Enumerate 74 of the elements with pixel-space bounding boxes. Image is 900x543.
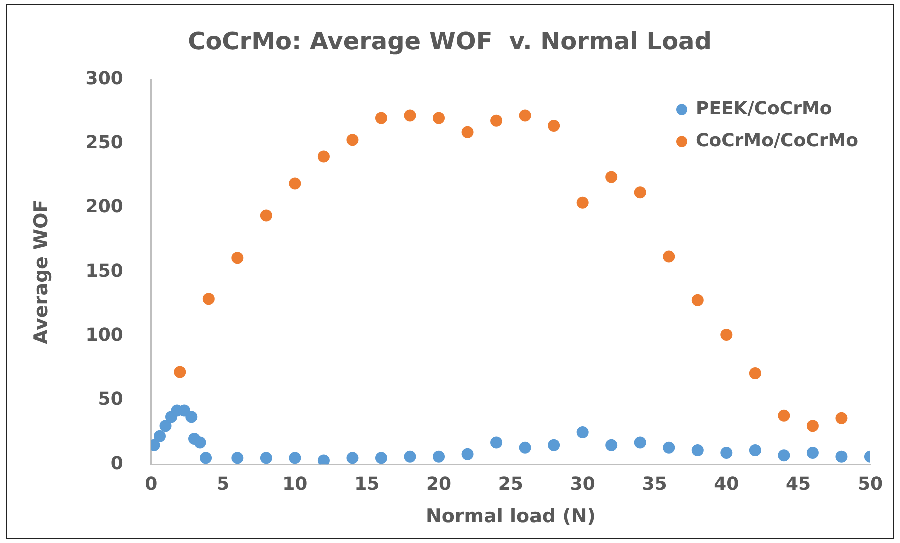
point xyxy=(375,452,388,464)
point xyxy=(634,186,646,199)
x-tick-label: 20 xyxy=(426,474,452,496)
point xyxy=(606,439,618,452)
point xyxy=(663,442,676,454)
x-tick-label: 5 xyxy=(217,474,230,496)
point xyxy=(806,420,819,432)
x-tick-label: 30 xyxy=(570,474,596,496)
point xyxy=(663,250,676,263)
point xyxy=(289,452,302,464)
point xyxy=(375,112,388,124)
point xyxy=(232,452,244,464)
point xyxy=(232,252,244,264)
x-tick-label: 45 xyxy=(786,474,812,496)
point xyxy=(634,436,646,449)
x-tick-label: 50 xyxy=(858,474,884,496)
point xyxy=(490,114,503,127)
point xyxy=(519,442,532,454)
point xyxy=(433,450,446,463)
point xyxy=(606,171,618,184)
legend-label: PEEK/CoCrMo xyxy=(696,98,832,120)
point xyxy=(160,420,172,432)
x-tick-label: 25 xyxy=(498,474,524,496)
point xyxy=(318,150,330,163)
point xyxy=(260,210,272,222)
point xyxy=(490,436,503,449)
point xyxy=(194,436,206,449)
point xyxy=(778,450,790,462)
y-tick-label: 150 xyxy=(86,260,124,282)
point xyxy=(462,126,474,138)
y-tick-label: 300 xyxy=(86,68,124,90)
point xyxy=(186,411,198,424)
point xyxy=(289,178,302,190)
point xyxy=(720,329,733,342)
point xyxy=(806,447,819,460)
chart-title: CoCrMo: Average WOF v. Normal Load xyxy=(188,28,712,56)
point xyxy=(404,450,416,463)
point xyxy=(548,120,560,132)
point xyxy=(346,134,359,146)
point xyxy=(720,447,733,460)
x-tick-label: 0 xyxy=(145,474,158,496)
point xyxy=(260,452,272,464)
point xyxy=(548,439,560,452)
legend-label: CoCrMo/CoCrMo xyxy=(696,130,858,152)
point xyxy=(200,452,212,464)
y-tick-label: 250 xyxy=(86,132,124,154)
point xyxy=(462,448,474,460)
point xyxy=(836,412,848,424)
y-tick-label: 50 xyxy=(98,389,124,410)
point xyxy=(404,110,416,122)
point xyxy=(433,112,446,124)
y-tick-label: 200 xyxy=(86,196,124,218)
point xyxy=(692,444,704,456)
point xyxy=(692,294,704,306)
point xyxy=(836,450,848,463)
y-axis-title: Average WOF xyxy=(30,200,52,345)
point xyxy=(576,426,589,439)
point xyxy=(154,430,166,442)
y-tick-label: 100 xyxy=(86,325,124,346)
x-tick-label: 35 xyxy=(642,474,668,496)
point xyxy=(749,368,762,380)
point xyxy=(778,410,790,422)
x-tick-label: 15 xyxy=(354,474,380,496)
point xyxy=(318,454,330,465)
point xyxy=(576,196,589,209)
point xyxy=(346,452,359,464)
x-axis-title: Normal load (N) xyxy=(426,506,596,528)
point xyxy=(202,293,215,306)
point xyxy=(519,110,532,122)
y-tick-label: 0 xyxy=(110,453,124,474)
x-tick-label: 10 xyxy=(282,474,308,496)
x-tick-label: 40 xyxy=(714,474,740,496)
point xyxy=(749,444,762,456)
point xyxy=(174,366,186,378)
